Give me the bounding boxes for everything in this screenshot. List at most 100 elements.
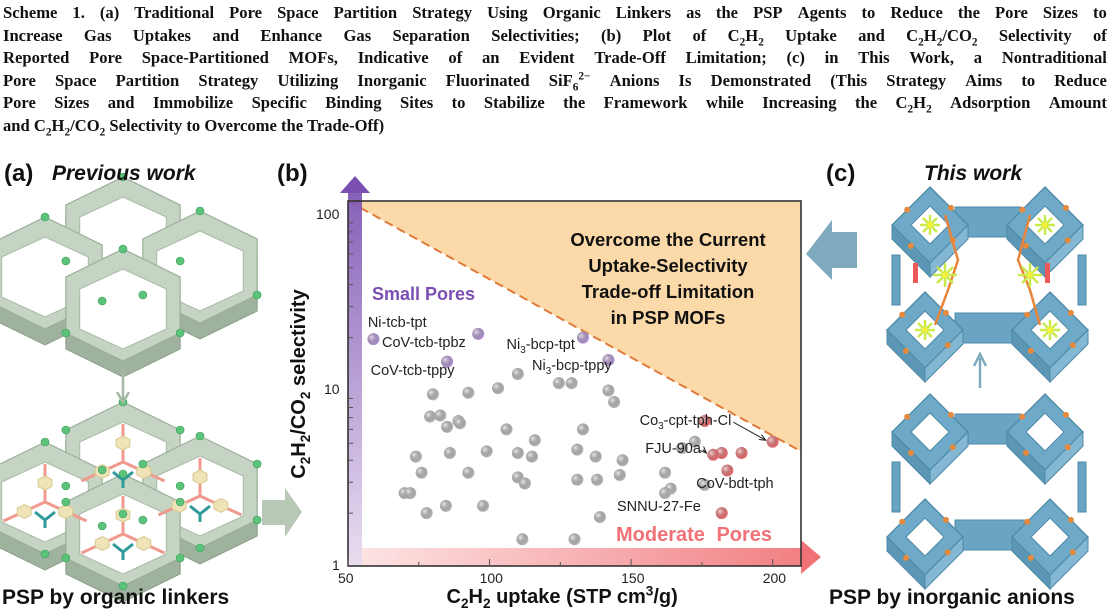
caption-word: Increasing <box>762 93 837 113</box>
cube-side <box>1049 328 1089 384</box>
metal-node-sphere <box>195 431 205 441</box>
data-point-highlight <box>367 333 380 346</box>
text-run: Ni <box>532 358 546 374</box>
caption-word: Agents <box>797 3 847 22</box>
caption-word: Indicative <box>357 48 429 68</box>
sif6-pillared-framework <box>886 186 1089 384</box>
metal-node-sphere <box>1062 204 1069 211</box>
cube-side <box>929 430 969 486</box>
metal-node-sphere <box>904 206 911 213</box>
metal-node-sphere <box>118 509 128 519</box>
metal-node-sphere <box>138 515 148 525</box>
metal-node-sphere <box>1019 413 1026 420</box>
text-run: Ni <box>506 336 521 353</box>
caption-word: Sizes <box>54 93 90 113</box>
point-label: SNNU-27-Fe <box>617 499 701 515</box>
text-run: 2 <box>298 456 313 464</box>
up-arrow-icon <box>972 351 988 388</box>
metal-node-sphere <box>138 290 148 300</box>
caption-word: C <box>727 25 740 45</box>
point-label: CoV-tcb-tppy <box>371 363 455 379</box>
caption-word: (a) <box>99 3 120 22</box>
connector-bar <box>1077 254 1087 306</box>
caption-word: Organic <box>542 3 601 22</box>
metal-node-sphere <box>1028 554 1034 561</box>
caption-word: to <box>186 115 201 135</box>
data-point-highlight <box>735 447 748 460</box>
data-point-highlight <box>409 450 422 463</box>
text-run: FJU-90a <box>645 440 701 457</box>
data-point-highlight <box>659 487 672 500</box>
caption-word: of <box>692 25 707 45</box>
caption-word: Sites <box>400 93 434 113</box>
text-run: 2− <box>578 70 591 83</box>
caption-word: H <box>745 25 759 45</box>
data-point-highlight <box>472 327 485 340</box>
caption-word: Space-Partitioned <box>141 48 269 68</box>
cube-pore <box>1025 412 1065 452</box>
caption-word: the <box>957 3 980 22</box>
region-text-line: in PSP MOFs <box>610 307 726 328</box>
label-arrow-head <box>758 434 767 441</box>
data-point-highlight <box>420 507 433 520</box>
metal-node-sphere <box>97 521 107 531</box>
metal-node-sphere <box>903 347 909 354</box>
text-run: 2 <box>460 596 469 611</box>
metal-node-sphere <box>1024 518 1031 525</box>
si-atom <box>1047 327 1053 333</box>
text-run: C <box>288 463 310 479</box>
data-point-highlight <box>589 450 602 463</box>
caption-word: while <box>705 93 744 113</box>
metal-node-sphere <box>118 469 128 479</box>
metal-node-sphere <box>61 256 71 266</box>
data-point-highlight <box>441 420 454 433</box>
text-run: selectivity <box>288 288 310 392</box>
caption-word: and <box>212 25 240 45</box>
caption-word: Reduce <box>1054 70 1107 90</box>
text-run: /CO <box>288 398 310 435</box>
caption-word: Pore <box>3 70 36 90</box>
connector-bar <box>1077 461 1087 513</box>
caption-word: a <box>973 48 983 68</box>
x-axis-title: C2H2 uptake (STP cm3/g) <box>447 584 678 611</box>
caption-word: Linkers <box>615 3 672 22</box>
caption-word: Space <box>277 3 319 22</box>
secondary-linker <box>34 510 56 528</box>
data-point-highlight <box>602 354 615 367</box>
metal-node-sphere <box>1062 411 1069 418</box>
metal-node-sphere <box>1023 242 1029 249</box>
text-run: 2 <box>758 35 764 48</box>
metal-node-sphere <box>252 459 262 469</box>
data-point-highlight <box>571 443 584 456</box>
data-point-highlight <box>404 487 417 500</box>
data-point-highlight <box>477 499 490 512</box>
caption-word: Trade-Off <box>594 48 666 68</box>
point-label: Ni-tcb-tpt <box>368 315 427 331</box>
partitioned-honeycomb-framework <box>0 397 262 603</box>
text-run: 3 <box>520 344 526 356</box>
metal-node-sphere <box>61 497 71 507</box>
caption-word: Demonstrated <box>710 70 812 90</box>
panel-a-bottom-label: PSP by organic linkers <box>2 586 230 609</box>
caption-word: the <box>281 115 304 135</box>
text-run: 2 <box>907 103 914 116</box>
text-run: 2 <box>45 126 52 139</box>
scheme-caption: Scheme 1. (a) Traditional Pore Space Partition… <box>3 2 1107 138</box>
metal-node-sphere <box>118 172 128 182</box>
text-run: 2 <box>64 126 71 139</box>
text-run: -bcp-tpt <box>525 336 575 353</box>
metal-node-sphere <box>40 212 50 222</box>
caption-line: and C2H2/CO2 Selectivity to Overcome the… <box>3 115 1107 138</box>
metal-node-sphere <box>1064 237 1071 244</box>
data-point-highlight <box>565 377 578 390</box>
si-atom <box>1042 222 1048 228</box>
caption-word: H <box>51 115 65 135</box>
caption-word: 1. <box>72 3 85 22</box>
text-run: H <box>288 441 310 457</box>
data-point-highlight <box>426 388 439 401</box>
text-run: CoV-tcb-tpbz <box>381 334 466 351</box>
text-run: 3 <box>545 365 552 377</box>
region-text-line: Overcome the Current <box>570 229 766 250</box>
small-pores-label: Small Pores <box>372 284 476 304</box>
y-tick-label: 1 <box>332 557 340 573</box>
